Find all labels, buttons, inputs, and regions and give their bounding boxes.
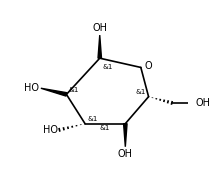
Polygon shape: [41, 88, 67, 96]
Text: HO: HO: [43, 125, 58, 135]
Text: O: O: [145, 61, 152, 71]
Text: HO: HO: [24, 83, 39, 93]
Text: &1: &1: [69, 87, 79, 93]
Text: &1: &1: [136, 89, 146, 95]
Text: OH: OH: [92, 23, 107, 33]
Text: &1: &1: [87, 116, 98, 122]
Polygon shape: [98, 35, 102, 58]
Text: &1: &1: [102, 64, 112, 70]
Text: OH: OH: [118, 149, 133, 159]
Text: &1: &1: [100, 125, 110, 131]
Text: OH: OH: [195, 98, 209, 108]
Polygon shape: [124, 124, 127, 147]
